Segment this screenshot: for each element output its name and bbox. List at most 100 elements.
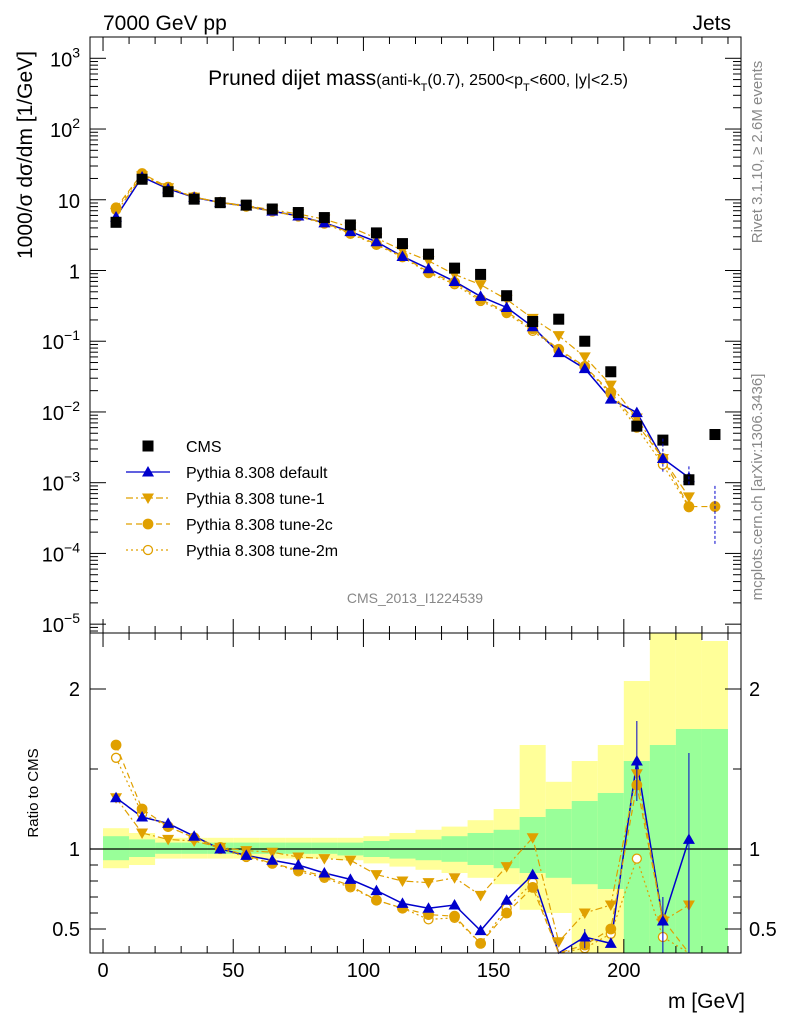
chart-title: Pruned dijet mass(anti-kT(0.7), 2500<pT<… [208,67,628,94]
y-tick-label: 10−3 [42,469,80,496]
ratio-point-0 [344,873,357,884]
cms-data-point [292,207,304,219]
y-tick-label: 10−4 [42,539,80,566]
ratio-point-2 [371,894,382,906]
series-1-point [552,331,565,342]
ratio-point-0 [448,899,461,910]
ratio-point-1 [604,900,617,911]
ratio-point-1 [292,852,305,863]
ratio-point-2 [449,910,460,922]
ratio-point-1 [500,862,513,873]
series-1-point [474,280,487,291]
ratio-point-0 [214,843,227,854]
series-0-point [422,262,435,274]
y-tick-label: 10−5 [42,610,80,637]
title-sub2: (0.7), 2500<p [427,72,523,89]
ratio-point-1 [344,855,357,867]
green-band [415,839,442,861]
x-tick-label: 150 [477,960,510,982]
ratio-axis-label: Ratio to CMS [25,748,42,837]
ratio-tick-label: 1 [69,839,80,861]
x-tick-label: 50 [222,960,244,982]
ratio-point-0 [240,849,253,860]
cms-data-point [501,290,513,302]
cms-data-point [318,212,330,224]
cms-data-point [214,197,226,209]
ratio-panel: 2 2 1 1 0.5 0.5 0 50 100 150 200 [52,632,777,982]
green-band [571,801,598,885]
cms-data-point [423,248,435,260]
ratio-point-1 [526,833,539,844]
cms-data-point [579,335,591,347]
cms-data-point [553,313,565,325]
legend-marker [142,440,154,452]
ratio-point-0 [526,868,539,880]
green-band [155,842,182,854]
cms-data-point [709,429,721,441]
cms-data-point [449,262,461,274]
y-tick-label: 1 [69,261,80,283]
ratio-point-0 [188,830,201,841]
series-1-point [682,492,695,503]
ratio-point-3 [110,752,122,763]
header-category: Jets [692,12,731,35]
cms-data-point [344,219,356,231]
series-0-point [630,406,643,418]
header-energy: 7000 GeV pp [103,12,227,35]
x-tick-label: 0 [97,960,108,982]
series-0-point [552,346,565,358]
series-0-point [656,452,669,463]
series-line-2 [115,172,715,508]
series-0-point [578,362,591,374]
series-0-point [396,250,409,261]
ratio-point-0 [396,897,409,908]
title-sub-t2: T [523,82,530,94]
ratio-point-2 [110,739,122,751]
ratio-point-0 [162,817,175,828]
ratio-line-2 [115,744,690,954]
rivet-label: Rivet 3.1.10, ≥ 2.6M events [749,61,766,244]
series-0-point [370,235,383,247]
ratio-point-1 [266,847,279,859]
ratio-point-2 [501,907,513,919]
ratio-tick-label-right: 0.5 [749,919,777,941]
ratio-point-2 [605,923,617,935]
cms-data-point [266,203,278,215]
ratio-point-1 [578,908,591,919]
ratio-point-0 [604,937,617,948]
y-tick-label: 10−2 [42,398,80,425]
series-0-point [448,275,461,286]
legend-marker [142,466,154,477]
y-tick-label: 10 [58,191,80,213]
green-band [103,836,130,861]
cms-data-point [683,474,695,486]
ratio-point-0 [318,867,331,878]
y-tick-label: 103 [50,44,80,71]
cms-data-point [136,173,148,185]
analysis-label: CMS_2013_I1224539 [347,590,483,606]
series-0-point [500,301,513,312]
y-tick-label: 102 [50,115,80,142]
green-band [545,809,572,878]
ratio-point-1 [448,873,461,884]
series-0-point [474,290,487,301]
legend-marker [142,493,154,504]
series-2-point [605,386,617,398]
green-band [519,817,546,873]
ratio-point-1 [422,878,435,889]
ratio-tick-label: 2 [69,679,80,701]
cms-data-point [188,193,200,205]
ratio-point-1 [474,890,487,902]
ratio-point-0 [500,894,513,905]
legend-label: CMS [186,439,222,456]
green-band [285,842,312,854]
x-axis-label: m [GeV] [668,990,745,1013]
legend-label: Pythia 8.308 default [186,465,328,482]
ratio-point-1 [370,870,383,881]
ratio-tick-label-right: 2 [749,679,760,701]
legend-label: Pythia 8.308 tune-2c [186,517,333,534]
legend-label: Pythia 8.308 tune-2m [186,543,338,560]
cms-data-point [605,366,617,378]
series-line-3 [115,173,690,508]
